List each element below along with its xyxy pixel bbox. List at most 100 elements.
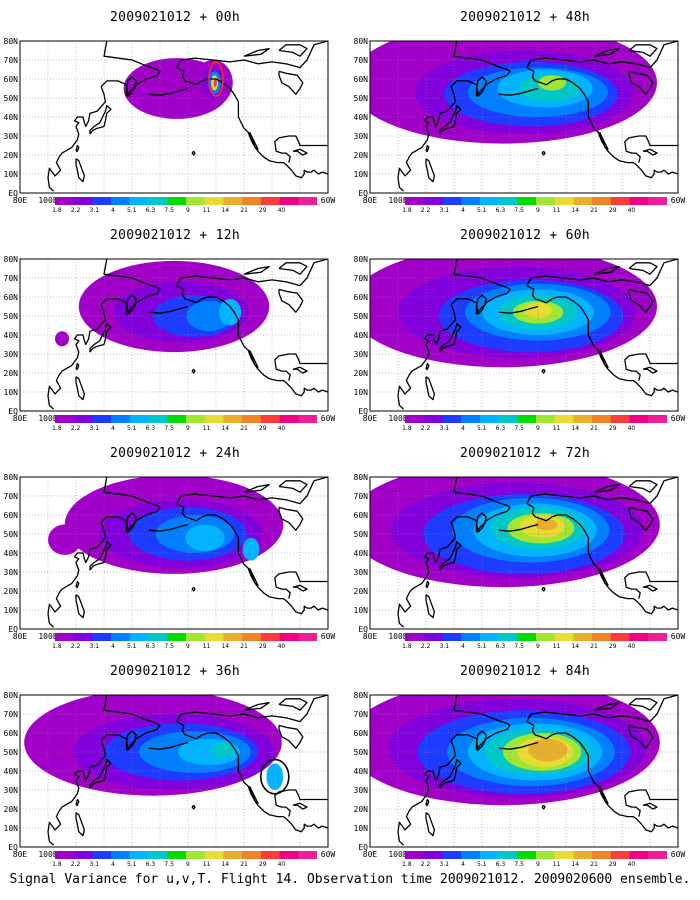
coastline xyxy=(425,594,436,619)
colorbar-swatch xyxy=(442,851,462,859)
variance-field xyxy=(24,695,284,796)
colorbar-label: 14 xyxy=(571,425,579,432)
colorbar-label: 1.8 xyxy=(52,861,62,868)
coastline xyxy=(628,262,658,275)
colorbar-label: 9 xyxy=(186,425,190,432)
colorbar-swatch xyxy=(629,633,649,641)
colorbar-label: 21 xyxy=(240,643,248,650)
coastline xyxy=(526,477,678,505)
coastline xyxy=(526,259,678,287)
colorbar-label: 2.2 xyxy=(71,643,81,650)
colorbar-swatch xyxy=(648,415,667,423)
coastline xyxy=(593,47,620,57)
y-tick-label: 60N xyxy=(4,293,19,302)
panel-title: 2009021012 + 72h xyxy=(459,446,591,461)
y-tick-label: 50N xyxy=(4,94,19,103)
colorbar-label: 40 xyxy=(628,425,636,432)
colorbar-swatch xyxy=(554,633,574,641)
coastline xyxy=(75,376,86,401)
colorbar-label: 4 xyxy=(461,643,465,650)
colorbar-swatch xyxy=(92,851,112,859)
x-tick-label: 80E xyxy=(363,632,378,641)
coastline xyxy=(247,131,259,150)
colorbar-label: 3.1 xyxy=(90,425,100,432)
colorbar-label: 5.1 xyxy=(127,207,137,214)
y-tick-label: EQ xyxy=(358,189,368,198)
colorbar-swatch xyxy=(129,197,149,205)
y-tick-label: 60N xyxy=(354,729,369,738)
colorbar-swatch xyxy=(111,415,131,423)
colorbar-label: 14 xyxy=(571,207,579,214)
colorbar-label: 29 xyxy=(259,861,267,868)
coastlines xyxy=(47,259,328,410)
coastline xyxy=(425,798,430,806)
y-tick-label: 40N xyxy=(354,331,369,340)
coastline xyxy=(148,305,189,314)
x-tick-label: 60W xyxy=(671,414,686,423)
y-tick-label: 40N xyxy=(4,767,19,776)
coastline xyxy=(526,41,678,69)
coastlines xyxy=(397,477,678,628)
forecast-panel: 2009021012 + 24h EQ 10N 20N 30N 40N 50N 60N 70N 8… xyxy=(0,436,350,654)
colorbar-swatch xyxy=(223,197,243,205)
coastline xyxy=(397,259,511,410)
colorbar-swatch xyxy=(554,851,574,859)
y-tick-label: 20N xyxy=(354,805,369,814)
colorbar-swatch xyxy=(186,415,206,423)
colorbar-label: 9 xyxy=(186,643,190,650)
y-tick-label: 20N xyxy=(354,369,369,378)
colorbar-swatch xyxy=(554,415,574,423)
colorbar-swatch xyxy=(592,633,612,641)
colorbar-swatch xyxy=(498,633,518,641)
y-tick-label: 70N xyxy=(354,710,369,719)
colorbar: 1.8 2.2 3.1 4 5.1 6.3 7.5 9 11 14 21 29 40 xyxy=(52,415,317,432)
colorbar-swatch xyxy=(148,851,168,859)
colorbar-label: 14 xyxy=(571,861,579,868)
panel-title: 2009021012 + 84h xyxy=(459,664,591,679)
colorbar-label: 1.8 xyxy=(402,643,412,650)
colorbar-swatch xyxy=(479,415,499,423)
coastline xyxy=(75,594,86,619)
figure-caption: Signal Variance for u,v,T. Flight 14. Ob… xyxy=(9,872,691,887)
colorbar-swatch xyxy=(92,633,112,641)
map-frame xyxy=(369,258,679,412)
colorbar-swatch xyxy=(573,633,593,641)
colorbar-label: 21 xyxy=(240,861,248,868)
grid-lines xyxy=(370,259,678,411)
coastline xyxy=(176,503,328,615)
variance-contour xyxy=(266,763,284,790)
colorbar-label: 7.5 xyxy=(514,425,524,432)
coastline xyxy=(278,698,308,711)
coastline xyxy=(274,789,328,817)
colorbar-label: 40 xyxy=(628,207,636,214)
y-tick-label: 20N xyxy=(4,587,19,596)
y-tick-label: EQ xyxy=(8,625,18,634)
variance-contour xyxy=(185,524,225,552)
y-tick-label: 70N xyxy=(354,274,369,283)
coastline xyxy=(425,144,430,152)
colorbar-label: 4 xyxy=(111,861,115,868)
coastline xyxy=(292,366,308,374)
y-tick-label: 20N xyxy=(354,151,369,160)
map-frame xyxy=(369,40,679,194)
y-tick-label: 60N xyxy=(4,729,19,738)
colorbar-swatch xyxy=(517,415,537,423)
colorbar: 1.8 2.2 3.1 4 5.1 6.3 7.5 9 11 14 21 29 40 xyxy=(402,197,667,214)
colorbar-swatch xyxy=(298,633,317,641)
coastline xyxy=(247,349,259,368)
y-tick-label: 70N xyxy=(354,56,369,65)
colorbar-swatch xyxy=(186,633,206,641)
variance-contour xyxy=(218,298,242,326)
colorbar: 1.8 2.2 3.1 4 5.1 6.3 7.5 9 11 14 21 29 40 xyxy=(52,633,317,650)
colorbar-label: 3.1 xyxy=(90,207,100,214)
colorbar-label: 5.1 xyxy=(477,861,487,868)
colorbar-label: 11 xyxy=(203,861,211,868)
y-tick-label: 50N xyxy=(354,530,369,539)
colorbar-swatch xyxy=(298,197,317,205)
colorbar-label: 9 xyxy=(186,861,190,868)
coastlines xyxy=(397,695,678,846)
y-tick-label: EQ xyxy=(8,189,18,198)
colorbar-swatch xyxy=(298,415,317,423)
y-tick-label: 10N xyxy=(354,824,369,833)
coastline xyxy=(628,44,658,57)
